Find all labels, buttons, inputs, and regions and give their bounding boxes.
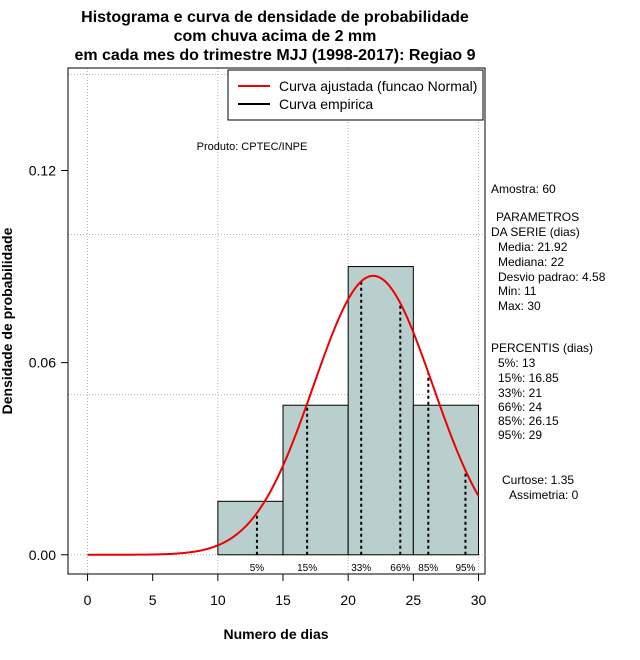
x-tick-label-4: 20 <box>340 592 356 608</box>
chart-title-line-2: com chuva acima de 2 mm <box>174 28 377 45</box>
std-dev-value: Desvio padrao: 4.58 <box>498 270 606 284</box>
mean-value: Media: 21.92 <box>498 240 568 254</box>
params-title-line-1: PARAMETROS <box>496 210 580 224</box>
chart-title-line-1: Histograma e curva de densidade de proba… <box>81 9 469 26</box>
percentile-15: 15%: 16.85 <box>498 371 559 385</box>
params-title-line-2: DA SERIE (dias) <box>491 225 580 239</box>
histogram-bar-2 <box>347 266 414 556</box>
percentile-66: 66%: 24 <box>498 400 543 414</box>
kurtosis-value: Curtose: 1.35 <box>502 473 575 487</box>
histogram-bar-3 <box>412 404 479 556</box>
x-tick-label-0: 0 <box>84 592 92 608</box>
percentile-label-0: 5% <box>250 563 265 574</box>
x-tick-label-3: 15 <box>275 592 291 608</box>
x-tick-label-2: 10 <box>210 592 226 608</box>
x-tick-label-5: 25 <box>406 592 422 608</box>
legend-label-curva-ajustada: Curva ajustada (funcao Normal) <box>279 78 477 94</box>
skewness-value: Assimetria: 0 <box>509 488 579 502</box>
legend: Curva ajustada (funcao Normal) Curva emp… <box>227 69 484 121</box>
x-axis-label: Numero de dias <box>223 626 328 642</box>
percentiles-title: PERCENTIS (dias) <box>491 341 594 355</box>
y-tick-label-2: 0.12 <box>29 162 56 178</box>
y-axis-label: Densidade de probabilidade <box>0 227 15 414</box>
sample-size-text: Amostra: 60 <box>491 182 556 196</box>
percentile-lines: 5% 15% 33% 66% 85% 95% <box>250 281 476 574</box>
percentile-label-3: 66% <box>390 563 410 574</box>
percentile-5: 5%: 13 <box>498 356 536 370</box>
percentile-label-1: 15% <box>297 563 317 574</box>
x-tick-label-6: 30 <box>471 592 487 608</box>
x-tick-label-1: 5 <box>149 592 157 608</box>
min-value: Min: 11 <box>498 284 537 298</box>
chart-title-line-3: em cada mes do trimestre MJJ (1998-2017)… <box>74 47 475 64</box>
histogram-bar-1 <box>282 404 349 556</box>
histogram-bar-0 <box>217 500 284 556</box>
percentile-95: 95%: 29 <box>498 428 543 442</box>
normal-curve-layer <box>87 274 480 556</box>
percentile-label-5: 95% <box>455 563 475 574</box>
percentile-85: 85%: 26.15 <box>498 414 559 428</box>
normal-curve <box>87 274 480 556</box>
legend-box <box>227 69 484 121</box>
y-tick-label-1: 0.06 <box>29 355 56 371</box>
percentile-33: 33%: 21 <box>498 386 543 400</box>
histogram-bars <box>217 266 479 556</box>
median-value: Mediana: 22 <box>498 255 565 269</box>
max-value: Max: 30 <box>498 299 541 313</box>
y-tick-label-0: 0.00 <box>29 547 56 563</box>
legend-label-curva-empirica: Curva empirica <box>279 96 373 112</box>
percentile-label-2: 33% <box>351 563 371 574</box>
produto-annotation: Produto: CPTEC/INPE <box>197 141 308 153</box>
axes: 0 5 10 15 20 25 30 0.00 0.06 0.12 <box>29 162 487 608</box>
percentile-label-4: 85% <box>418 563 438 574</box>
